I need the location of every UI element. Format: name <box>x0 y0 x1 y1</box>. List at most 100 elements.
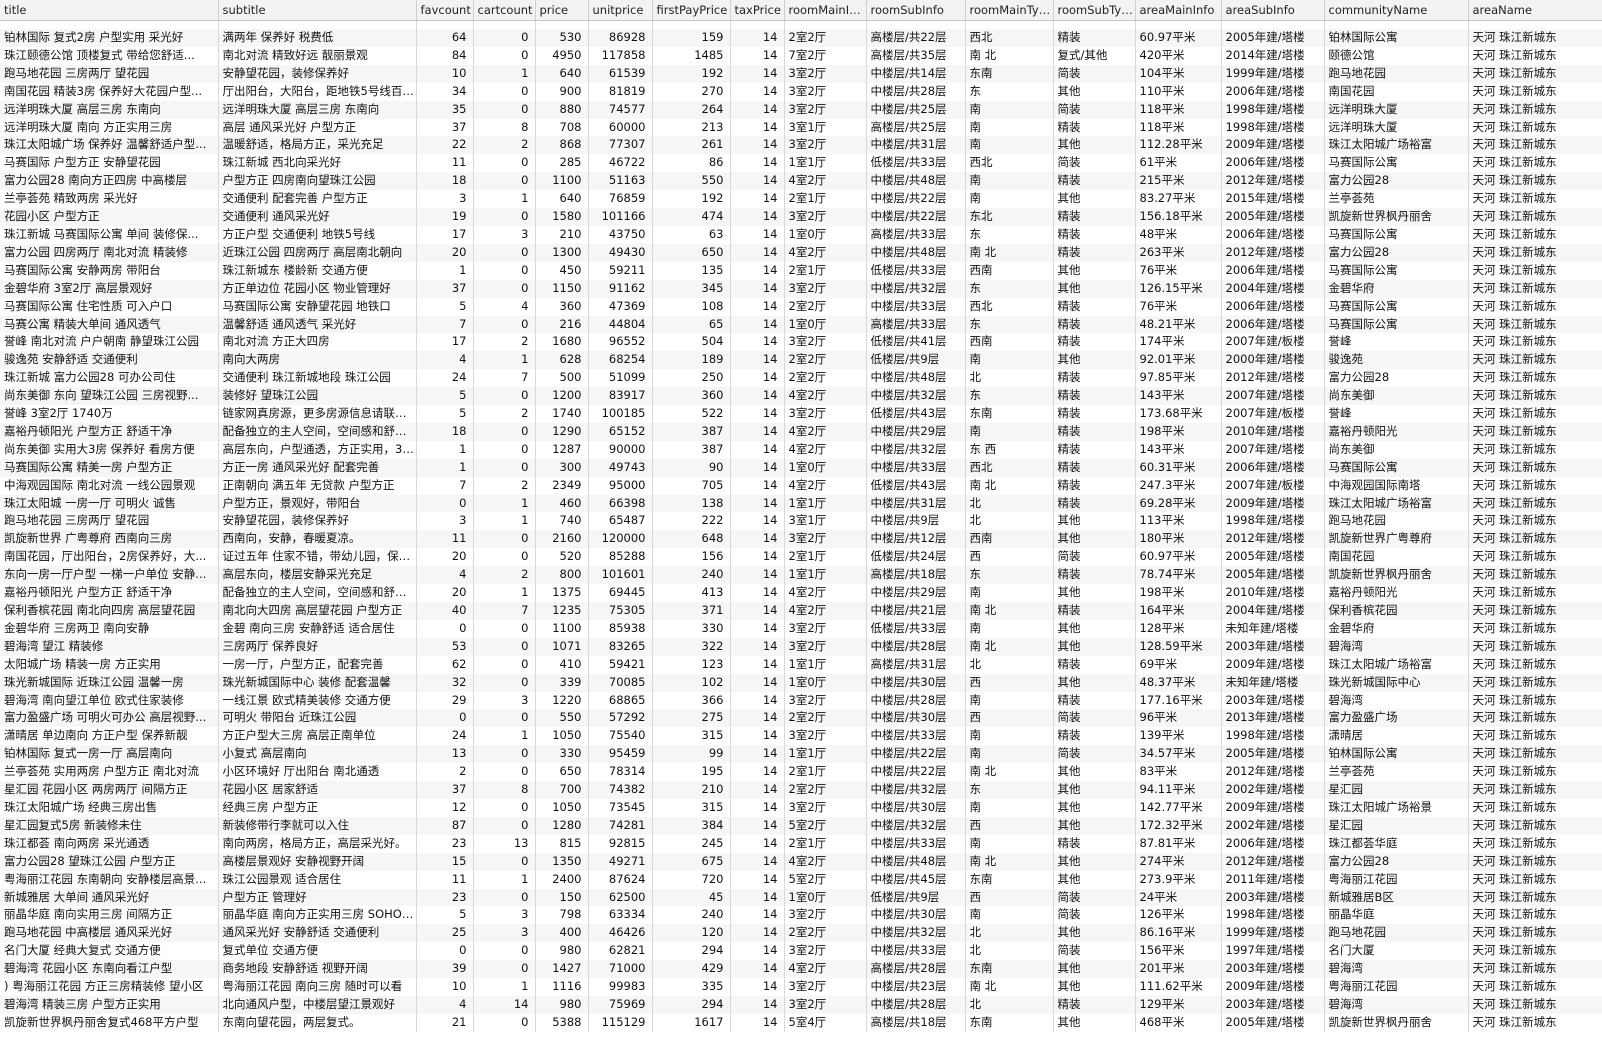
column-header-areaName[interactable]: areaName <box>1468 0 1602 21</box>
cell-areaSubInfo: 2012年建/塔楼 <box>1221 172 1325 191</box>
table-row[interactable]: 嘉裕丹顿阳光 户型方正 舒适干净 配备独立的主人空间，空间感和舒适度强 18 0 129… <box>0 422 1602 441</box>
table-row[interactable]: 珠江太阳城广场 经典三房出售 经典三房 户型方正 12 0 1050 73545 315 14… <box>0 798 1602 817</box>
cell-roomSubType: 精装 <box>1053 476 1136 495</box>
cell-cartcount: 1 <box>473 727 536 746</box>
table-row[interactable]: 珠江颐德公馆 顶楼复式 带给您舒适... 南北对流 精致好远 靓丽景观 84 0 495… <box>0 46 1602 65</box>
column-header-unitprice[interactable]: unitprice <box>588 0 653 21</box>
cell-firstPayPrice: 240 <box>652 906 731 925</box>
cell-subtitle: 高层 通风采光好 户型方正 <box>218 118 417 137</box>
cell-firstPayPrice: 86 <box>652 154 731 173</box>
column-header-firstPayPrice[interactable]: firstPayPrice <box>652 0 731 21</box>
table-row[interactable]: 丽晶华庭 南向实用三房 间隔方正 丽晶华庭 南向方正实用三房 SOHO风格 5 3 79… <box>0 906 1602 925</box>
table-row[interactable]: 铂林国际 复式2房 户型实用 采光好 满两年 保养好 税费低 64 0 530 86928… <box>0 29 1602 47</box>
cell-areaMainInfo: 34.57平米 <box>1135 745 1222 764</box>
table-row[interactable]: 珠江新城 马赛国际公寓 单间 装修保... 方正户型 交通便利 地铁5号线 17 3 2… <box>0 225 1602 244</box>
table-row[interactable]: 富力公园28 望珠江公园 户型方正 高楼层景观好 安静视野开阔 15 0 1350 492… <box>0 852 1602 871</box>
table-row[interactable]: 富力公园28 南向方正四房 中高楼层 户型方正 四房南向望珠江公园 18 0 1100 5… <box>0 172 1602 191</box>
table-row[interactable]: 碧海湾 花园小区 东南向看江户型 商务地段 安静舒适 视野开阔 39 0 1427 710… <box>0 960 1602 979</box>
column-header-roomMainInfo[interactable]: roomMainInfo <box>784 0 867 21</box>
table-row[interactable]: 星汇园 花园小区 两房两厅 间隔方正 花园小区 居家舒适 37 8 700 74382 21… <box>0 781 1602 799</box>
table-row[interactable]: 新城雅居 大单间 通风采光好 户型方正 管理好 23 0 150 62500 45 14 1室0… <box>0 888 1602 907</box>
column-header-roomSubType[interactable]: roomSubType <box>1053 0 1136 21</box>
cell-favcount: 53 <box>416 637 474 656</box>
column-header-price[interactable]: price <box>535 0 589 21</box>
table-row[interactable]: 兰亭荟苑 精致两房 采光好 交通便利 配套完善 户型方正 3 1 640 76859 192… <box>0 190 1602 209</box>
table-row[interactable]: 珠江都荟 南向两房 采光通透 南向两房，格局方正，高层采光好。 23 13 815 928… <box>0 834 1602 853</box>
cell-roomMainType: 西南 <box>965 530 1054 549</box>
cell-communityName: 星汇园 <box>1324 816 1469 835</box>
table-row[interactable]: 珠光新城国际 近珠江公园 温馨一房 珠光新城国际中心 装修 配套温馨 32 0 339 7… <box>0 673 1602 692</box>
table-row[interactable]: ) 粤海丽江花园 方正三房精装修 望小区 粤海丽江花园 南向三房 随时可以看 10 1… <box>0 978 1602 996</box>
table-row[interactable]: 东向一房一厅户型 一梯一户单位 安静... 高层东向，楼层安静采光充足 4 2 800 1… <box>0 566 1602 585</box>
cell-roomSubInfo: 中楼层/共48层 <box>866 852 966 871</box>
table-row[interactable]: 兰亭荟苑 实用两房 户型方正 南北对流 小区环境好 厅出阳台 南北通透 2 0 650 7… <box>0 763 1602 782</box>
column-header-areaMainInfo[interactable]: areaMainInfo <box>1135 0 1222 21</box>
table-row[interactable]: 跑马地花园 三房两厅 望花园 安静望花园，装修保养好 10 1 640 61539 192 1… <box>0 64 1602 83</box>
table-row[interactable]: 马赛国际公寓 安静两房 带阳台 珠江新城东 楼龄新 交通方便 1 0 450 59211 1… <box>0 261 1602 280</box>
column-header-roomSubInfo[interactable]: roomSubInfo <box>866 0 966 21</box>
cell-subtitle: 温暖舒适，格局方正，采光充足 <box>218 136 417 155</box>
column-header-subtitle[interactable]: subtitle <box>218 0 417 21</box>
column-header-cartcount[interactable]: cartcount <box>473 0 536 21</box>
cell-roomSubType: 其他 <box>1053 673 1136 692</box>
cell-roomMainInfo: 1室1厅 <box>784 566 867 585</box>
cell-taxPrice: 14 <box>730 118 785 137</box>
table-row[interactable]: 誉峰 3室2厅 1740万 链家网真房源，更多房源信息请联系... 5 2 1740 10… <box>0 405 1602 423</box>
table-row[interactable]: 跑马地花园 三房两厅 望花园 安静望花园，装修保养好 3 1 740 65487 222 14… <box>0 512 1602 531</box>
table-row[interactable]: 嘉裕丹顿阳光 户型方正 舒适干净 配备独立的主人空间，空间感和舒适度强 20 1 137… <box>0 584 1602 602</box>
table-row[interactable]: 碧海湾 望江 精装修 三房两厅 保养良好 53 0 1071 83265 322 14 3室2厅… <box>0 637 1602 656</box>
table-row[interactable]: 马赛国际 户型方正 安静望花园 珠江新城 西北向采光好 11 0 285 46722 86 1… <box>0 154 1602 173</box>
cell-cartcount: 3 <box>473 225 536 244</box>
table-row[interactable]: 尚东美御 东向 望珠江公园 三房视野... 装修好 望珠江公园 5 0 1200 8391… <box>0 387 1602 406</box>
cell-areaName: 天河 珠江新城东 <box>1468 297 1602 316</box>
table-row[interactable]: 富力盈盛广场 可明火可办公 高层视野... 可明火 带阳台 近珠江公园 0 0 550 5… <box>0 709 1602 728</box>
column-header-areaSubInfo[interactable]: areaSubInfo <box>1221 0 1325 21</box>
table-row[interactable]: 碧海湾 南向望江单位 欧式住家装修 一线江景 欧式精美装修 交通方便 29 3 1220… <box>0 691 1602 710</box>
table-row[interactable]: 名门大厦 经典大复式 交通方便 复式单位 交通方便 0 0 980 62821 294 14 3… <box>0 942 1602 961</box>
table-row[interactable]: 尚东美御 实用大3房 保养好 看房方便 高层东向，户型通透，方正实用，3+... 1… <box>0 440 1602 459</box>
table-row[interactable]: 凯旋新世界 广粤尊府 西南向三房 西南向，安静，春暖夏凉。 11 0 2160 12000… <box>0 530 1602 549</box>
cell-roomMainInfo: 4室2厅 <box>784 422 867 441</box>
table-row[interactable]: 花园小区 户型方正 交通便利 通风采光好 19 0 1580 101166 474 14 3室2… <box>0 208 1602 226</box>
table-row[interactable]: 碧海湾 精装三房 户型方正实用 北向通风户型，中楼层望江景观好 4 14 980 7596… <box>0 995 1602 1014</box>
cell-taxPrice: 14 <box>730 512 785 531</box>
table-row[interactable]: 粤海丽江花园 东南朝向 安静楼层高景... 珠江公园景观 适合居住 11 1 2400 8… <box>0 870 1602 889</box>
column-header-favcount[interactable]: favcount <box>416 0 474 21</box>
table-row[interactable]: 跑马地花园 中高楼层 通风采光好 通风采光好 安静舒适 交通便利 25 3 400 464… <box>0 924 1602 943</box>
table-row[interactable]: 铂林国际 复式一房一厅 高层南向 小复式 高层南向 13 0 330 95459 99 14 1… <box>0 745 1602 764</box>
table-row[interactable]: 马赛公寓 精装大单间 通风透气 温馨舒适 通风透气 采光好 7 0 216 44804 65… <box>0 315 1602 334</box>
table-row[interactable]: 南国花园，厅出阳台，2房保养好，大... 证过五年 住家不错，带幼儿园，保养...… <box>0 548 1602 567</box>
column-header-title[interactable]: title <box>0 0 219 21</box>
cell-areaSubInfo: 2006年建/塔楼 <box>1221 297 1325 316</box>
table-row[interactable]: 远洋明珠大厦 高层三房 东南向 远洋明珠大厦 高层三房 东南向 35 0 880 7457… <box>0 100 1602 119</box>
table-row[interactable]: 珠江太阳城广场 保养好 温馨舒适户型... 温暖舒适，格局方正，采光充足 22 2 86… <box>0 136 1602 155</box>
column-header-communityName[interactable]: communityName <box>1324 0 1469 21</box>
table-row[interactable]: 富力公园 四房两厅 南北对流 精装修 近珠江公园 四房两厅 高层南北朝向 20 0 13… <box>0 243 1602 262</box>
table-row[interactable]: 太阳城广场 精装一房 方正实用 一房一厅，户型方正，配套完善 62 0 410 59421… <box>0 655 1602 674</box>
table-row[interactable]: 南国花园 精装3房 保养好大花园户型... 厅出阳台，大阳台，距地铁5号线百米， 3… <box>0 82 1602 101</box>
cell-roomMainInfo: 3室2厅 <box>784 619 867 638</box>
cell-roomSubType: 精装 <box>1053 691 1136 710</box>
table-row[interactable]: 马赛国际公寓 住宅性质 可入户口 马赛国际公寓 安静望花园 地铁口 5 4 360 473… <box>0 297 1602 316</box>
table-row[interactable]: 保利香槟花园 南北向四房 高层望花园 南北向大四房 高层望花园 户型方正 40 7 12… <box>0 602 1602 620</box>
table-row[interactable]: 金碧华府 3室2厅 高层景观好 方正单边位 花园小区 物业管理好 37 0 1150 91… <box>0 279 1602 298</box>
column-header-taxPrice[interactable]: taxPrice <box>730 0 785 21</box>
cell-areaSubInfo: 2003年建/塔楼 <box>1221 960 1325 979</box>
table-row[interactable]: 珠江新城 富力公园28 可办公司住 交通便利 珠江新城地段 珠江公园 24 7 500 5… <box>0 369 1602 388</box>
table-row[interactable]: 誉峰 南北对流 户户朝南 静望珠江公园 南北对流 方正大四房 17 2 1680 9655… <box>0 333 1602 352</box>
table-row[interactable]: 远洋明珠大厦 南向 方正实用三房 高层 通风采光好 户型方正 37 8 708 60000… <box>0 118 1602 137</box>
column-header-roomMainType[interactable]: roomMainType <box>965 0 1054 21</box>
table-row[interactable]: 金碧华府 三房两卫 南向安静 金碧 南向三房 安静舒适 适合居住 0 0 1100 859… <box>0 619 1602 638</box>
cell-roomMainInfo: 3室2厅 <box>784 727 867 746</box>
table-row[interactable]: 中海观园国际 南北对流 一线公园景观 正南朝向 满五年 无贷款 户型方正 7 2 234… <box>0 476 1602 495</box>
table-row[interactable]: 星汇园复式5房 新装修未住 新装修带行李就可以入住 87 0 1280 74281 384 1… <box>0 816 1602 835</box>
cell-roomSubType: 其他 <box>1053 279 1136 298</box>
table-row[interactable]: 马赛国际公寓 精美一房 户型方正 方正一房 通风采光好 配套完善 1 0 300 4974… <box>0 458 1602 477</box>
cell-roomSubType: 复式/其他 <box>1053 46 1136 65</box>
table-row[interactable]: 骏逸苑 安静舒适 交通便利 南向大两房 4 1 628 68254 189 14 2室2厅 低楼层… <box>0 351 1602 370</box>
table-row[interactable]: 潇晴居 单边南向 方正户型 保养新靓 方正户型大三房 高层正南单位 24 1 1050 7… <box>0 727 1602 746</box>
cell-title: 嘉裕丹顿阳光 户型方正 舒适干净 <box>0 422 219 441</box>
table-row[interactable]: 凯旋新世界枫丹丽舍复式468平方户型 东南向望花园，两层复式。 21 0 5388 115… <box>0 1013 1602 1032</box>
table-row[interactable]: 珠江太阳城 一房一厅 可明火 诚售 户型方正，景观好，带阳台 0 1 460 66398 1… <box>0 494 1602 513</box>
